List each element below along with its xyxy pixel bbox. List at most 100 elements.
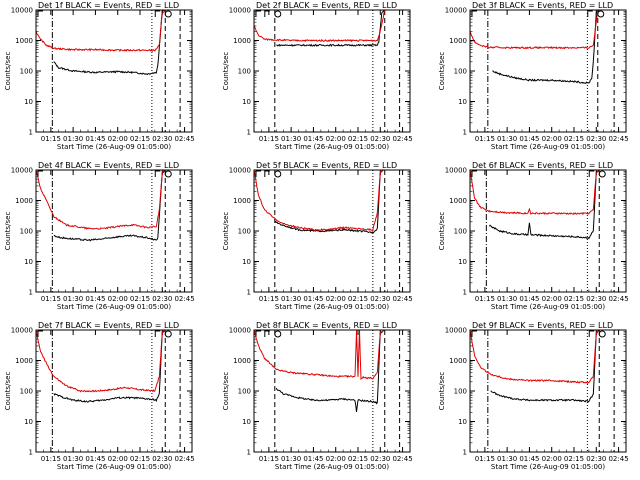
y-tick-label: 10000 (445, 7, 467, 15)
y-tick-label: 10 (458, 258, 467, 266)
corner-bracket-marker (264, 330, 270, 337)
y-tick-label: 10000 (445, 327, 467, 335)
y-tick-label: 100 (238, 388, 251, 396)
x-tick-label: 02:15 (348, 135, 368, 143)
x-axis-label: Start Time (26-Aug-09 01:05:00) (275, 463, 389, 471)
x-tick-label: 01:45 (519, 455, 539, 463)
y-tick-label: 1000 (15, 357, 33, 365)
circle-marker (164, 330, 172, 338)
y-tick-label: 100 (20, 228, 33, 236)
x-tick-label: 01:30 (63, 135, 83, 143)
x-tick-label: 01:30 (497, 135, 517, 143)
corner-bracket-marker (588, 330, 595, 337)
x-axis-label: Start Time (26-Aug-09 01:05:00) (491, 463, 605, 471)
panel-title: Det 6f BLACK = Events, RED = LLD (472, 161, 613, 170)
x-tick-label: 01:45 (303, 135, 323, 143)
y-tick-label: 10000 (445, 167, 467, 175)
x-tick-label: 02:30 (586, 455, 606, 463)
plot-frame (469, 169, 627, 293)
y-axis-label: Counts/sec (222, 372, 230, 411)
x-tick-label: 01:30 (497, 455, 517, 463)
x-tick-label: 02:30 (370, 455, 390, 463)
x-tick-label: 01:45 (519, 135, 539, 143)
x-tick-label: 02:30 (370, 295, 390, 303)
plot-frame (35, 9, 193, 133)
x-tick-label: 02:45 (608, 455, 628, 463)
x-tick-label: 02:30 (152, 295, 172, 303)
x-tick-label: 02:45 (392, 135, 412, 143)
x-tick-label: 01:45 (85, 295, 105, 303)
x-tick-label: 02:15 (564, 295, 584, 303)
circle-marker (164, 170, 172, 178)
corner-bracket-marker (255, 330, 261, 337)
y-tick-label: 1000 (449, 357, 467, 365)
x-tick-label: 01:15 (259, 135, 279, 143)
x-axis-label: Start Time (26-Aug-09 01:05:00) (491, 303, 605, 311)
circle-marker (598, 170, 606, 178)
x-tick-label: 01:15 (41, 455, 61, 463)
x-tick-label: 01:30 (281, 455, 301, 463)
series-line-lld (254, 10, 386, 43)
x-tick-label: 01:45 (85, 135, 105, 143)
y-tick-label: 10 (458, 98, 467, 106)
x-tick-label: 02:30 (586, 135, 606, 143)
corner-bracket-marker (154, 10, 161, 17)
corner-bracket-marker (255, 170, 261, 177)
y-tick-label: 10 (24, 258, 33, 266)
y-tick-label: 10 (242, 418, 251, 426)
y-axis-label: Counts/sec (438, 212, 446, 251)
panel-det-4f: Det 4f BLACK = Events, RED = LLD 1 10 100 10… (4, 161, 195, 311)
panel-det-5f: Det 5f BLACK = Events, RED = LLD 1 10 100 10… (222, 161, 413, 311)
x-tick-label: 01:15 (475, 455, 495, 463)
y-tick-label: 10000 (229, 327, 251, 335)
y-tick-label: 1 (247, 129, 251, 137)
corner-bracket-marker (471, 170, 477, 177)
series-line-events (275, 330, 385, 412)
corner-bracket-marker (37, 330, 43, 337)
x-tick-label: 02:00 (326, 455, 346, 463)
corner-bracket-marker (264, 170, 270, 177)
y-tick-label: 1 (463, 289, 467, 297)
y-tick-label: 1 (463, 449, 467, 457)
plot-frame (35, 169, 193, 293)
y-tick-label: 100 (238, 228, 251, 236)
y-tick-label: 1000 (15, 37, 33, 45)
series-line-lld (254, 330, 385, 380)
panel-title: Det 3f BLACK = Events, RED = LLD (472, 1, 613, 10)
series-line-lld (470, 10, 599, 50)
x-tick-label: 02:45 (392, 295, 412, 303)
panel-det-1f: Det 1f BLACK = Events, RED = LLD 1 10 100 10… (4, 1, 195, 151)
panel-det-3f: Det 3f BLACK = Events, RED = LLD 1 10 100 10… (438, 1, 629, 151)
x-tick-label: 02:00 (542, 135, 562, 143)
series-line-events (53, 170, 166, 242)
y-tick-label: 10 (458, 418, 467, 426)
y-tick-label: 1000 (15, 197, 33, 205)
series-line-events (53, 330, 166, 403)
y-tick-label: 1 (29, 449, 33, 457)
x-axis-label: Start Time (26-Aug-09 01:05:00) (57, 143, 171, 151)
circle-marker (598, 330, 606, 338)
x-tick-label: 02:00 (542, 455, 562, 463)
y-tick-label: 1000 (449, 37, 467, 45)
x-tick-label: 02:45 (392, 455, 412, 463)
series-line-lld (36, 10, 166, 52)
x-tick-label: 02:15 (130, 455, 150, 463)
y-tick-label: 100 (454, 388, 467, 396)
corner-bracket-marker (587, 10, 593, 17)
x-axis-label: Start Time (26-Aug-09 01:05:00) (57, 463, 171, 471)
series-line-lld (470, 170, 600, 216)
y-tick-label: 100 (20, 388, 33, 396)
x-tick-label: 02:00 (108, 295, 128, 303)
y-tick-label: 1 (247, 289, 251, 297)
x-tick-label: 02:00 (326, 295, 346, 303)
plot-frame (35, 329, 193, 453)
y-tick-label: 1000 (449, 197, 467, 205)
panel-title: Det 7f BLACK = Events, RED = LLD (38, 321, 179, 330)
circle-marker (597, 10, 605, 18)
corner-bracket-marker (255, 10, 261, 17)
y-axis-label: Counts/sec (222, 52, 230, 91)
x-tick-label: 01:15 (41, 295, 61, 303)
x-tick-label: 02:30 (152, 135, 172, 143)
y-tick-label: 1 (29, 289, 33, 297)
